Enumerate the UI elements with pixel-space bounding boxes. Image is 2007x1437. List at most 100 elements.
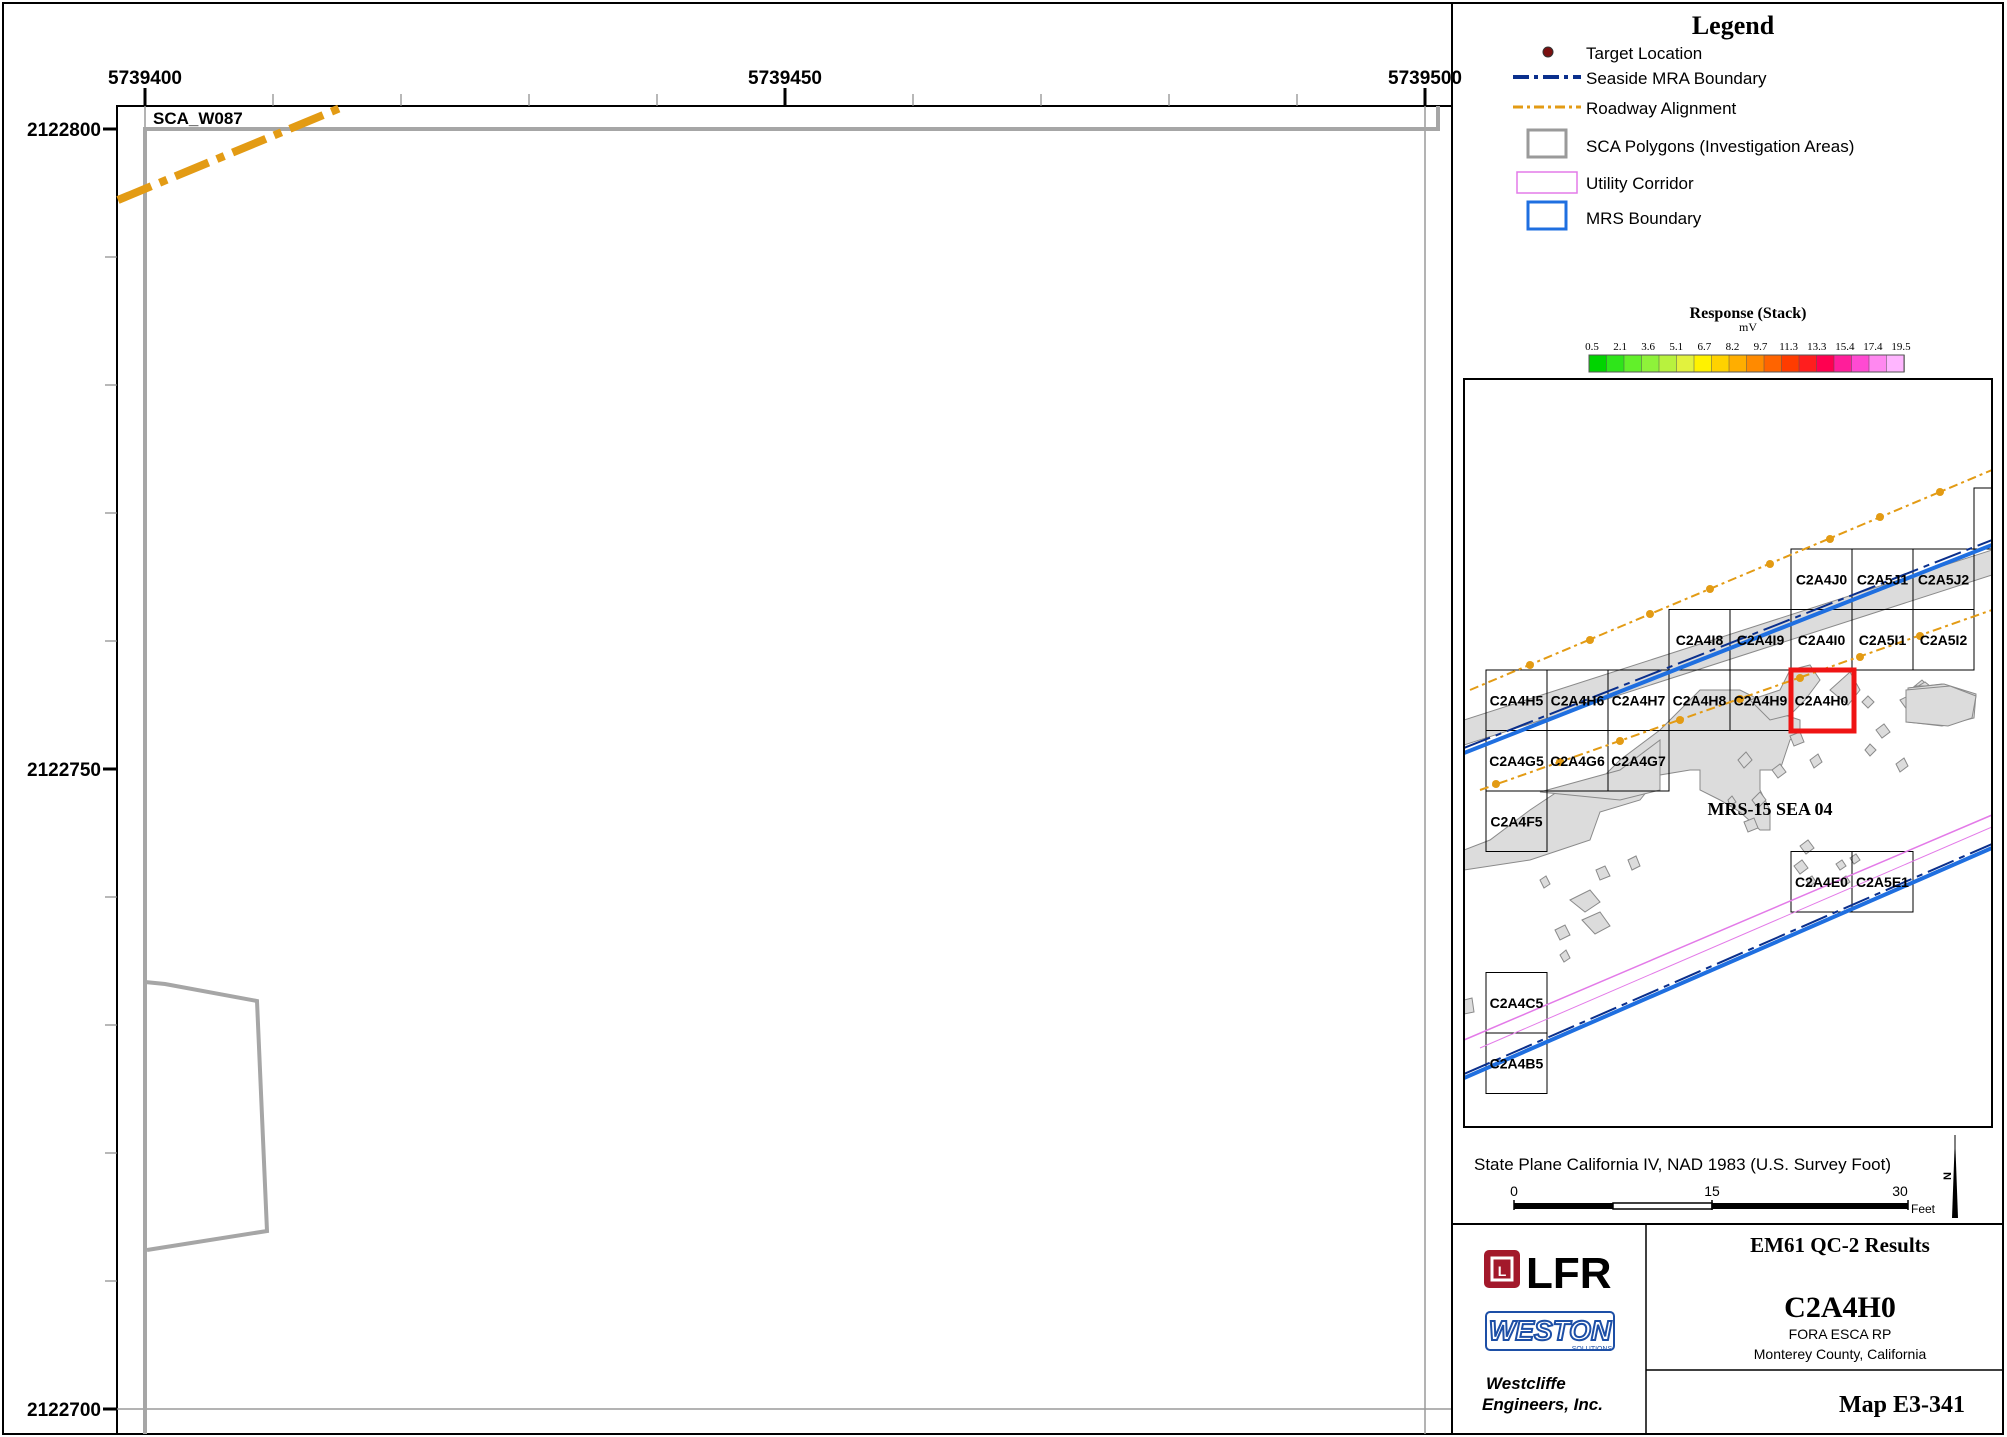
- polygon-label: SCA_W087: [153, 109, 243, 128]
- grid-cell-label: C2A4H6: [1551, 692, 1605, 708]
- ramp-swatch: [1693, 354, 1713, 373]
- grid-cell-label: C2A5I1: [1859, 632, 1907, 648]
- grid-cell-label: C2A5J2: [1918, 571, 1970, 587]
- grid-cell-label: C2A4E0: [1795, 874, 1848, 890]
- ramp-swatch: [1711, 354, 1730, 373]
- scale-bar-seg1: [1514, 1203, 1613, 1209]
- y-tick-label-1: 2122800: [27, 120, 101, 141]
- scale-bar-seg2: [1612, 1202, 1713, 1210]
- gray-blob-26: [1895, 757, 1909, 773]
- gray-box-icon: [1526, 128, 1568, 159]
- sca-polygon-w087: [143, 106, 1440, 1434]
- legend-label-mra: Seaside MRA Boundary: [1586, 69, 1767, 88]
- utility-corridor-line-2: [1479, 826, 1992, 1049]
- y-tick-marks: [105, 256, 117, 1282]
- company-line-2: Engineers, Inc.: [1482, 1395, 1603, 1414]
- ramp-swatch: [1886, 354, 1905, 373]
- legend-label-target: Target Location: [1586, 44, 1702, 63]
- y-tick-label-2: 2122750: [27, 760, 101, 781]
- grid-cell-label: C2A4H9: [1734, 692, 1788, 708]
- grid-cell-label: C2A5J1: [1857, 571, 1909, 587]
- gray-blob-25: [1864, 743, 1877, 757]
- ramp-swatch: [1588, 354, 1608, 373]
- grid-cell[interactable]: [1912, 609, 1975, 671]
- grid-cell-label: C2A4I9: [1737, 632, 1785, 648]
- gray-blob-38: [1727, 795, 1737, 807]
- gray-blob-44: [1581, 911, 1611, 935]
- x-tick-label-1: 5739400: [108, 68, 182, 89]
- sca-polygons: [143, 106, 1440, 1434]
- ramp-tick-label: 11.3: [1779, 341, 1798, 353]
- legend-label-utility: Utility Corridor: [1586, 174, 1694, 193]
- grid-cell-label: C2A4H8: [1673, 692, 1727, 708]
- mrs-boundary-line-upper: [1464, 543, 1992, 755]
- grid-cell-label: C2A5I2: [1920, 632, 1968, 648]
- gray-blob-45: [1595, 865, 1611, 881]
- main-map[interactable]: 5739400 5739450 5739500 2122800 2122750 …: [27, 68, 1462, 1435]
- grid-cell-label: C2A4H7: [1612, 692, 1666, 708]
- gray-blob-41: [1569, 889, 1601, 913]
- ramp-swatch: [1833, 354, 1853, 373]
- ramp-swatch: [1676, 354, 1695, 373]
- grid-cell[interactable]: [1485, 1032, 1548, 1094]
- ramp-swatch: [1798, 354, 1818, 373]
- grid-cell-label: C2A4H0: [1795, 692, 1849, 708]
- ramp-tick-label: 6.7: [1697, 341, 1711, 353]
- ramp-swatch: [1868, 354, 1888, 373]
- scale-tick-0: 0: [1510, 1183, 1518, 1199]
- legend-label-sca: SCA Polygons (Investigation Areas): [1586, 137, 1854, 156]
- gray-blob-40: [1809, 753, 1823, 769]
- gray-blob-30: [1743, 817, 1759, 833]
- highlighted-grid-cell[interactable]: [1788, 667, 1857, 734]
- scale-tick-15: 15: [1704, 1183, 1720, 1199]
- x-tick-label-3: 5739500: [1388, 68, 1462, 89]
- grid-cell[interactable]: [1485, 790, 1548, 852]
- grid-cell-label: C2A4C5: [1490, 995, 1544, 1011]
- inset-roadway-lines: [1469, 469, 1992, 791]
- gray-blob-42: [1554, 924, 1571, 941]
- grid-cell-label: C2A4G6: [1550, 753, 1605, 769]
- ramp-swatches: [1588, 354, 1905, 373]
- gray-blob-39: [1875, 723, 1891, 739]
- weston-logo-text: WESTON: [1489, 1315, 1612, 1346]
- project-location: Monterey County, California: [1754, 1346, 1927, 1362]
- main-map-frame: [116, 105, 1453, 1435]
- ramp-swatch: [1851, 354, 1870, 373]
- grid-id: C2A4H0: [1784, 1291, 1896, 1324]
- company-line-1: Westcliffe: [1486, 1374, 1566, 1393]
- grid-cell[interactable]: [1607, 730, 1670, 792]
- gray-blob-33: [1793, 859, 1809, 875]
- grid-cell-label: C2A4G7: [1611, 753, 1666, 769]
- north-arrow-icon: N: [1942, 1135, 1958, 1218]
- ramp-tick-label: 5.1: [1669, 341, 1683, 353]
- legend-label-roadway: Roadway Alignment: [1586, 99, 1737, 118]
- inset-map[interactable]: C2A4J0 C2A5J1 C2A5J2 C2A4I8 C2A4I9 C2A4I0 C2A5…: [1463, 378, 2004, 1128]
- ramp-tick-labels: 0.5 2.1 3.6 5.1 6.7 8.2 9.7 11.3 13.3 15.4 17.4 19.…: [1585, 341, 1911, 353]
- y-tick-label-3: 2122700: [27, 1400, 101, 1421]
- ramp-unit: mV: [1739, 320, 1757, 334]
- gray-blob-35: [1835, 859, 1847, 871]
- ramp-tick-label: 9.7: [1754, 341, 1768, 353]
- ramp-tick-label: 0.5: [1585, 341, 1599, 353]
- mra-boundary-line-lower: [1464, 843, 1992, 1075]
- ramp-outline: [1588, 354, 1905, 373]
- ramp-swatch: [1763, 354, 1783, 373]
- ramp-tick-label: 2.1: [1613, 341, 1627, 353]
- gray-blob-27: [1737, 751, 1753, 769]
- utility-corridor-line: [1464, 814, 1992, 1041]
- gray-blob-46: [1464, 997, 1475, 1015]
- sca-polygon-small: [144, 980, 270, 1252]
- ramp-swatch: [1746, 354, 1765, 373]
- ramp-tick-label: 17.4: [1863, 341, 1883, 353]
- scale-unit: Feet: [1911, 1202, 1936, 1216]
- ramp-tick-label: 8.2: [1726, 341, 1740, 353]
- ramp-swatch: [1781, 354, 1800, 373]
- map-title: EM61 QC-2 Results: [1750, 1233, 1930, 1257]
- grid-cell-label: C2A4H5: [1490, 692, 1544, 708]
- project-name: FORA ESCA RP: [1789, 1326, 1892, 1342]
- weston-logo-sub: SOLUTIONS: [1572, 1346, 1613, 1353]
- gray-blob-28: [1771, 763, 1787, 779]
- north-label: N: [1942, 1172, 1954, 1180]
- grid-cell-label: C2A4F5: [1490, 813, 1542, 829]
